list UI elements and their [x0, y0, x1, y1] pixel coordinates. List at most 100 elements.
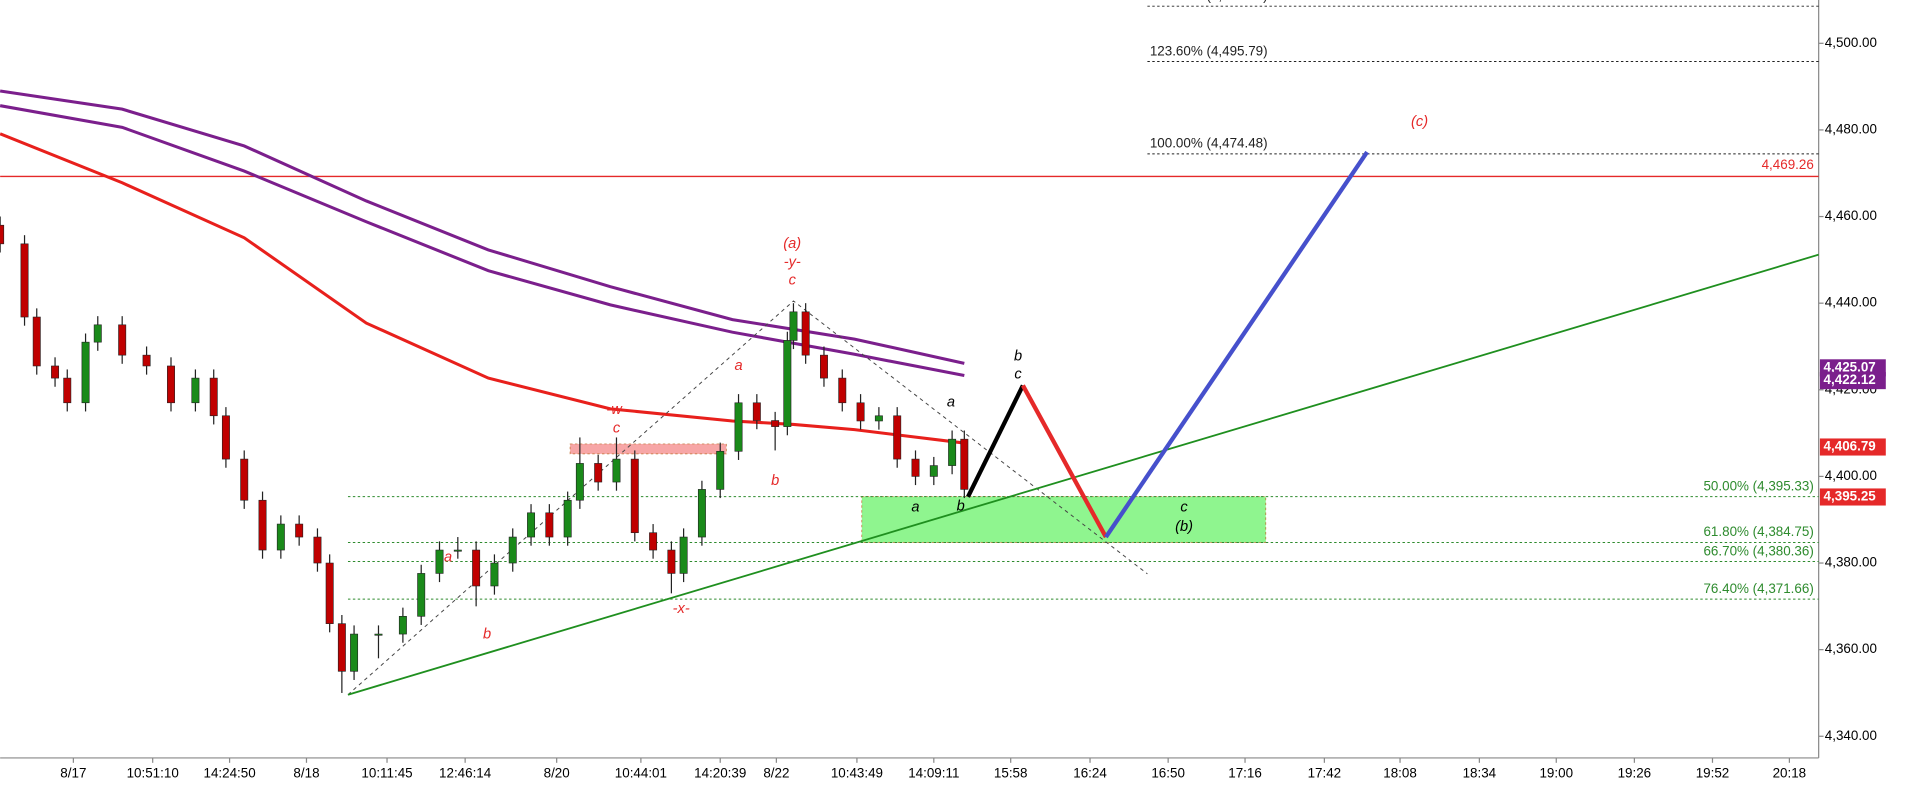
- x-tick-label: 20:18: [1773, 765, 1807, 780]
- wave-label: -y-: [784, 254, 801, 270]
- price-label: 4,395.25: [1824, 489, 1877, 504]
- x-tick-label: 8/18: [293, 765, 319, 780]
- x-tick-label: 17:16: [1228, 765, 1262, 780]
- candle-body: [960, 438, 969, 490]
- y-tick-label: 4,360.00: [1825, 641, 1877, 656]
- candle-body: [612, 458, 621, 483]
- candle-body: [697, 489, 706, 538]
- projection-segment: [966, 384, 1025, 498]
- candle-body: [258, 499, 267, 551]
- wave-label: c: [1014, 367, 1022, 383]
- x-tick-label: 8/17: [60, 765, 86, 780]
- x-tick-label: 10:11:45: [361, 765, 412, 780]
- fib-label: 76.40% (4,371.66): [1703, 581, 1813, 596]
- fib-label: 123.60% (4,495.79): [1150, 43, 1268, 58]
- candle-body: [527, 512, 536, 538]
- candle-body: [20, 243, 29, 318]
- x-tick-label: 10:44:01: [615, 765, 667, 780]
- candle-body: [801, 311, 810, 356]
- candle-body: [167, 365, 175, 404]
- wave-label: (b): [1175, 519, 1193, 535]
- y-tick-label: 4,440.00: [1825, 295, 1877, 310]
- x-tick-label: 8/22: [763, 765, 789, 780]
- candle-body: [81, 341, 90, 404]
- x-tick-label: 8/20: [544, 765, 570, 780]
- candle-body: [667, 549, 676, 574]
- wave-label: b: [771, 473, 779, 489]
- x-tick-label: 10:51:10: [127, 765, 179, 780]
- fib-label: 100.00% (4,474.48): [1150, 136, 1268, 151]
- wave-label: b: [957, 498, 965, 514]
- candle-body: [789, 311, 798, 341]
- wave-label: a: [911, 500, 919, 516]
- price-label-box: [1819, 372, 1886, 390]
- candle-body: [295, 523, 304, 538]
- candle-body: [209, 377, 218, 417]
- candle-body: [191, 377, 200, 404]
- candle-body: [51, 365, 60, 379]
- x-tick-label: 12:46:14: [439, 765, 492, 780]
- candle-body: [350, 633, 359, 672]
- candle-body: [734, 402, 743, 452]
- wave-label: a: [734, 358, 742, 374]
- zone: [569, 443, 727, 455]
- wave-label: a: [947, 395, 955, 411]
- x-tick-label: 19:52: [1696, 765, 1730, 780]
- price-label: 4,422.12: [1824, 372, 1876, 387]
- fib-label: 138.20% (4,508.57): [1150, 0, 1268, 3]
- projection-segment: [1021, 384, 1108, 539]
- y-tick-label: 4,460.00: [1825, 208, 1877, 223]
- candle-body: [893, 415, 902, 460]
- candle-body: [240, 458, 249, 501]
- projection-segment: [1104, 150, 1369, 539]
- wave-label: c: [613, 420, 621, 436]
- candle-body: [276, 523, 285, 551]
- candle-body: [679, 536, 688, 574]
- candle-body: [417, 573, 426, 617]
- fib-label: 66.70% (4,380.36): [1703, 543, 1813, 558]
- wave-label: -x-: [673, 601, 690, 617]
- candle-body: [313, 536, 322, 564]
- candle-body: [118, 324, 127, 356]
- x-tick-label: 18:34: [1463, 765, 1497, 780]
- x-tick-label: 16:50: [1151, 765, 1185, 780]
- candle-body: [929, 465, 938, 477]
- wave-label: (c): [1411, 114, 1428, 130]
- candle-body: [398, 615, 407, 635]
- y-tick-label: 4,480.00: [1825, 121, 1877, 136]
- wave-label: b: [483, 627, 491, 643]
- x-tick-label: 19:00: [1539, 765, 1573, 780]
- candle-body: [374, 633, 383, 636]
- price-label: 4,425.07: [1824, 359, 1876, 374]
- candle-body: [911, 458, 920, 477]
- wave-label: a: [444, 550, 452, 566]
- wave-label: c: [1180, 500, 1188, 516]
- candle-body: [435, 549, 444, 574]
- wave-label: c: [789, 273, 797, 289]
- candle-body: [856, 402, 865, 422]
- price-label-box: [1819, 488, 1886, 506]
- y-tick-label: 4,400.00: [1825, 468, 1877, 483]
- candle-body: [819, 354, 828, 379]
- candle-body: [508, 536, 517, 564]
- moving-average: [0, 89, 965, 365]
- candle-body: [716, 450, 725, 490]
- candle-body: [325, 562, 334, 624]
- fib-label: 61.80% (4,384.75): [1703, 524, 1813, 539]
- candle-body: [472, 549, 481, 587]
- y-tick-label: 4,380.00: [1825, 555, 1877, 570]
- candle-body: [838, 377, 847, 404]
- level-label: 4,469.26: [1762, 157, 1814, 172]
- candle-body: [0, 224, 5, 245]
- candle-body: [63, 377, 72, 404]
- candle-body: [453, 549, 462, 552]
- x-tick-label: 10:43:49: [831, 765, 883, 780]
- candle-body: [93, 324, 102, 343]
- x-tick-label: 14:09:11: [908, 765, 959, 780]
- candle-body: [337, 623, 346, 672]
- candle-body: [563, 499, 572, 538]
- y-tick-label: 4,500.00: [1825, 35, 1877, 50]
- wave-label: -w-: [606, 402, 626, 418]
